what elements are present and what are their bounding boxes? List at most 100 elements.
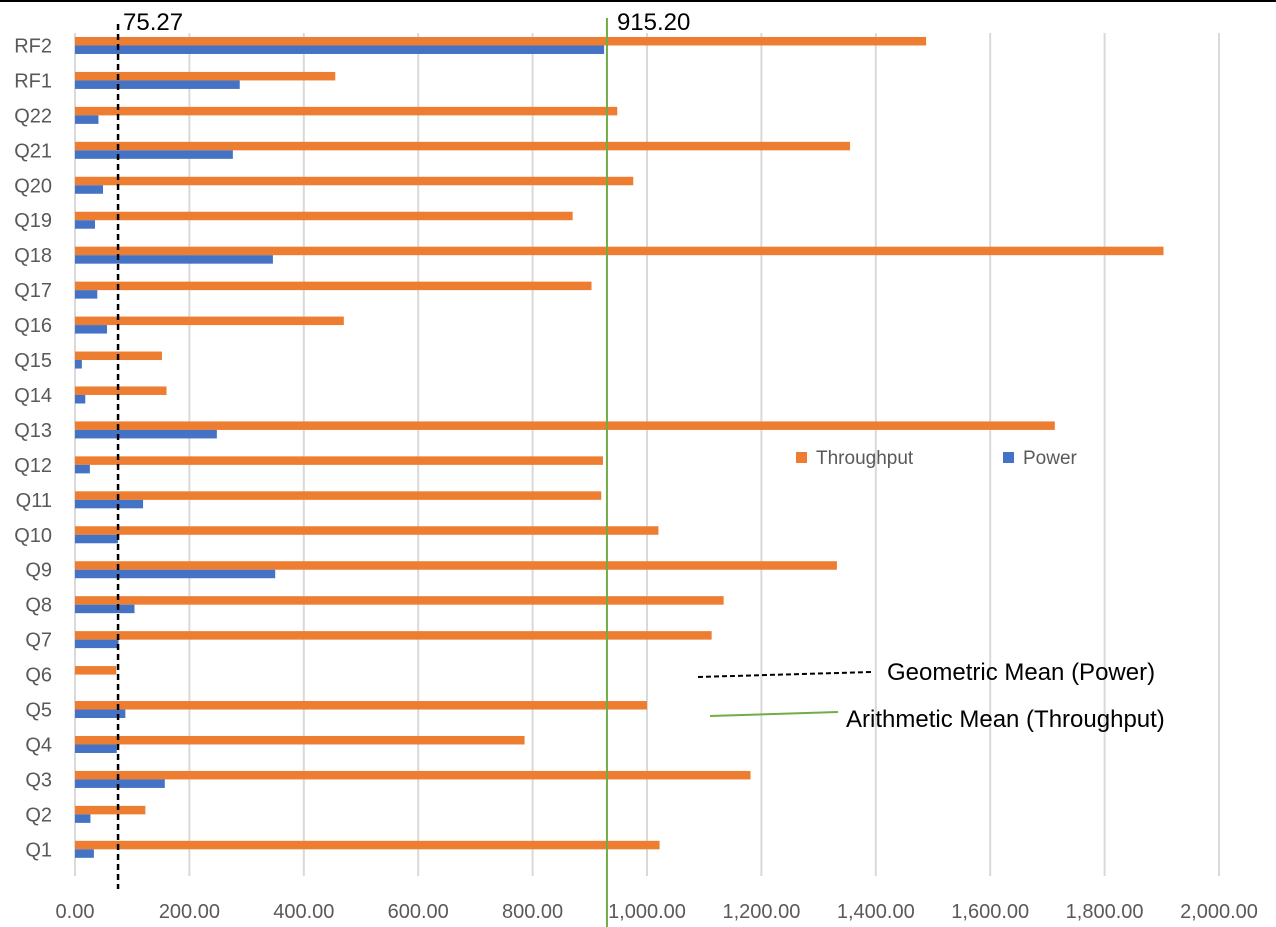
bar-throughput <box>75 491 602 500</box>
legend: Throughput Power <box>796 448 1078 469</box>
geometric-mean-value: 75.27 <box>123 9 183 36</box>
x-tick-label: 1,600.00 <box>951 901 1029 923</box>
category-label: Q19 <box>14 210 52 232</box>
x-tick-label: 1,000.00 <box>608 901 686 923</box>
bar-throughput <box>75 701 647 710</box>
bar-power <box>75 220 96 229</box>
annotations: Geometric Mean (Power) Arithmetic Mean (T… <box>697 659 1165 733</box>
legend-label-power: Power <box>1023 448 1078 469</box>
bar-power <box>75 325 108 334</box>
category-label: Q11 <box>16 490 52 512</box>
bar-throughput <box>75 211 573 221</box>
bar-throughput <box>75 36 927 46</box>
bar-power <box>75 604 135 614</box>
category-label: Q8 <box>25 595 52 617</box>
bar-throughput <box>75 561 837 570</box>
category-label: Q16 <box>14 315 52 337</box>
category-label: Q15 <box>14 350 52 372</box>
bar-power <box>75 45 605 54</box>
category-label: Q14 <box>14 385 52 407</box>
bar-power <box>75 639 119 649</box>
bar-power <box>75 80 240 89</box>
x-tick-label: 800.00 <box>502 901 563 923</box>
bar-throughput <box>75 316 344 326</box>
arithmetic-mean-annotation: Arithmetic Mean (Throughput) <box>846 706 1165 733</box>
bar-power <box>75 185 104 194</box>
top-border <box>0 0 1276 2</box>
legend-swatch-throughput <box>796 452 807 463</box>
x-tick-label: 1,400.00 <box>837 901 915 923</box>
bar-throughput <box>75 421 1055 430</box>
legend-label-throughput: Throughput <box>816 448 914 469</box>
category-label: Q21 <box>14 140 52 162</box>
bar-power <box>75 744 117 753</box>
value-axis: 0.00 200.00 400.00 600.00 800.00 1,000.00 1,20… <box>56 901 1258 923</box>
bar-throughput <box>75 666 117 675</box>
category-label: Q20 <box>14 175 52 197</box>
x-tick-label: 0.00 <box>56 901 95 923</box>
bar-power <box>75 464 90 474</box>
category-label: RF2 <box>14 35 52 57</box>
bar-power <box>75 255 273 264</box>
category-label: Q2 <box>25 804 52 826</box>
bar-throughput <box>75 770 751 780</box>
bar-power <box>75 499 144 509</box>
category-label: Q10 <box>14 525 52 547</box>
arithmetic-mean-value: 915.20 <box>617 9 690 36</box>
bar-throughput <box>75 176 634 186</box>
bar-throughput <box>75 805 146 815</box>
reference-lines: 75.27 915.20 <box>116 9 690 927</box>
bar-throughput <box>75 840 660 850</box>
x-tick-label: 1,200.00 <box>722 901 800 923</box>
legend-swatch-power <box>1003 452 1014 463</box>
bar-throughput <box>75 246 1164 256</box>
bar-throughput <box>75 456 603 465</box>
category-label: Q13 <box>14 420 52 442</box>
bar-power <box>75 429 217 439</box>
bar-power <box>75 534 118 544</box>
bar-throughput <box>75 106 618 116</box>
bars <box>75 36 1164 858</box>
x-tick-label: 600.00 <box>388 901 449 923</box>
category-label: Q5 <box>25 700 52 722</box>
bar-throughput <box>75 386 167 395</box>
geometric-mean-annotation: Geometric Mean (Power) <box>887 659 1155 686</box>
category-label: Q1 <box>25 839 52 861</box>
bar-throughput <box>75 281 592 291</box>
x-tick-label: 400.00 <box>273 901 334 923</box>
bar-power <box>75 394 86 404</box>
category-label: Q9 <box>25 560 52 582</box>
category-label: Q18 <box>14 245 52 267</box>
bar-power <box>75 849 94 858</box>
bar-throughput <box>75 631 712 640</box>
category-label: RF1 <box>14 70 52 92</box>
category-label: Q7 <box>25 630 52 652</box>
arithmetic-mean-callout-line <box>709 711 839 717</box>
geometric-mean-callout-line <box>697 671 873 678</box>
category-label: Q12 <box>14 455 52 477</box>
bar-throughput <box>75 596 724 605</box>
category-axis: Q1 Q2 Q3 Q4 Q5 Q6 Q7 Q8 Q9 Q10 Q11 Q12 Q13 Q14 Q15 Q16 Q… <box>14 35 52 861</box>
x-tick-label: 200.00 <box>159 901 220 923</box>
gridlines <box>74 33 1220 876</box>
bar-throughput <box>75 141 851 151</box>
bar-power <box>75 569 276 579</box>
bar-power <box>75 150 233 159</box>
category-label: Q4 <box>25 734 52 756</box>
bar-throughput <box>75 71 336 81</box>
category-label: Q17 <box>14 280 52 302</box>
x-tick-label: 2,000.00 <box>1180 901 1258 923</box>
bar-throughput <box>75 735 525 745</box>
bar-power <box>75 814 91 823</box>
bar-throughput <box>75 526 659 535</box>
bar-power <box>75 709 126 719</box>
category-label: Q3 <box>25 769 52 791</box>
bar-power <box>75 779 165 788</box>
bar-power <box>75 290 98 299</box>
bar-power <box>75 360 82 369</box>
category-label: Q6 <box>25 665 52 687</box>
category-label: Q22 <box>14 105 52 127</box>
bar-power <box>75 115 99 124</box>
